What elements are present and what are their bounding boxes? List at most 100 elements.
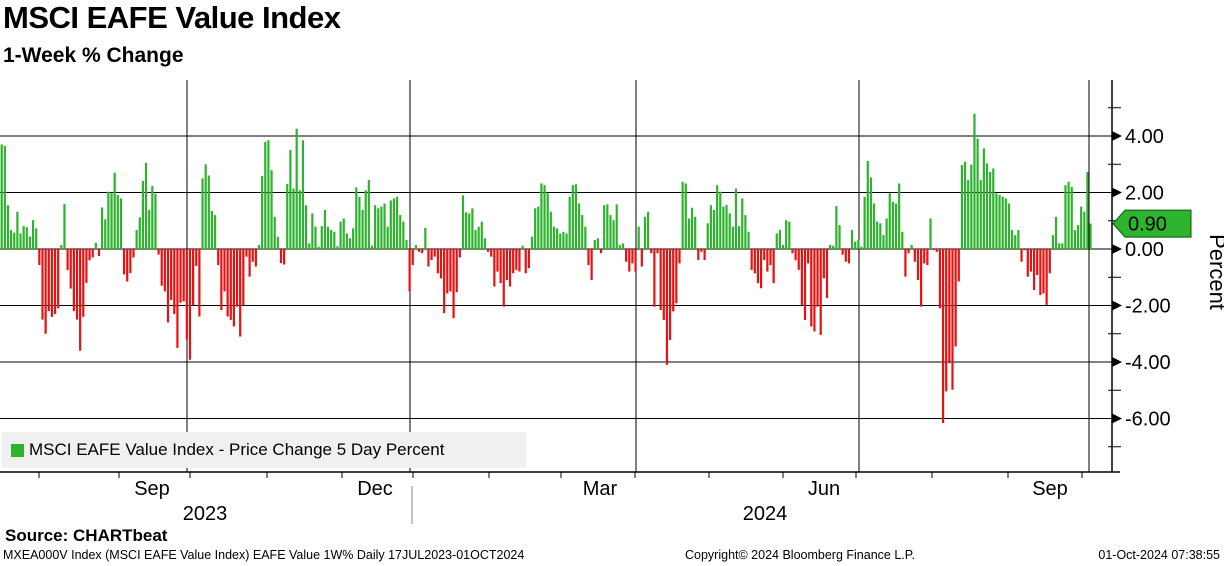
data-bar[interactable]	[455, 249, 458, 293]
data-bar[interactable]	[565, 233, 568, 249]
data-bar[interactable]	[675, 249, 678, 304]
data-bar[interactable]	[960, 165, 964, 249]
data-bar[interactable]	[151, 186, 154, 249]
data-bar[interactable]	[982, 148, 985, 249]
data-bar[interactable]	[612, 220, 615, 250]
data-bar[interactable]	[1058, 243, 1061, 249]
data-bar[interactable]	[923, 249, 926, 264]
data-bar[interactable]	[223, 249, 226, 292]
data-bar[interactable]	[97, 249, 101, 257]
data-bar[interactable]	[628, 249, 631, 272]
data-bar[interactable]	[609, 215, 612, 249]
data-bar[interactable]	[562, 231, 565, 249]
data-bar[interactable]	[681, 181, 684, 249]
data-bar[interactable]	[1070, 186, 1073, 249]
data-bar[interactable]	[574, 184, 578, 249]
data-bar[interactable]	[261, 176, 264, 250]
data-bar[interactable]	[267, 140, 270, 249]
data-bar[interactable]	[524, 249, 527, 274]
data-bar[interactable]	[581, 215, 584, 249]
data-bar[interactable]	[477, 226, 480, 249]
data-bar[interactable]	[433, 249, 436, 257]
data-bar[interactable]	[781, 245, 785, 249]
data-bar[interactable]	[308, 243, 311, 249]
data-bar[interactable]	[800, 249, 803, 305]
data-bar[interactable]	[678, 249, 681, 264]
data-bar[interactable]	[270, 170, 273, 249]
data-bar[interactable]	[559, 233, 562, 249]
data-bar[interactable]	[483, 238, 487, 249]
data-bar[interactable]	[474, 230, 477, 249]
data-bar[interactable]	[590, 249, 593, 281]
data-bar[interactable]	[794, 249, 797, 261]
data-bar[interactable]	[866, 160, 869, 249]
data-bar[interactable]	[700, 249, 703, 252]
data-bar[interactable]	[75, 249, 79, 320]
data-bar[interactable]	[69, 249, 72, 289]
data-bar[interactable]	[358, 196, 361, 249]
data-bar[interactable]	[141, 180, 145, 249]
data-bar[interactable]	[697, 249, 700, 261]
data-bar[interactable]	[101, 207, 104, 249]
data-bar[interactable]	[985, 163, 989, 249]
data-bar[interactable]	[226, 249, 229, 317]
data-bar[interactable]	[342, 218, 345, 249]
legend[interactable]: MSCI EAFE Value Index - Price Change 5 D…	[2, 432, 526, 468]
data-bar[interactable]	[286, 184, 289, 249]
data-bar[interactable]	[480, 221, 483, 249]
data-bar[interactable]	[135, 230, 138, 249]
data-bar[interactable]	[540, 183, 543, 249]
data-bar[interactable]	[653, 249, 656, 307]
data-bar[interactable]	[938, 249, 942, 309]
data-bar[interactable]	[885, 218, 888, 249]
data-bar[interactable]	[154, 193, 157, 249]
data-bar[interactable]	[920, 249, 923, 307]
data-bar[interactable]	[744, 215, 747, 249]
data-bar[interactable]	[763, 249, 766, 261]
data-bar[interactable]	[807, 249, 810, 264]
data-bar[interactable]	[838, 224, 841, 249]
data-bar[interactable]	[687, 218, 691, 249]
data-bar[interactable]	[176, 249, 179, 348]
data-bar[interactable]	[207, 175, 210, 249]
data-bar[interactable]	[144, 162, 148, 249]
data-bar[interactable]	[348, 238, 352, 249]
data-bar[interactable]	[465, 212, 468, 250]
data-bar[interactable]	[1042, 249, 1045, 294]
data-bar[interactable]	[279, 249, 283, 264]
data-bar[interactable]	[47, 249, 50, 312]
data-bar[interactable]	[621, 243, 625, 249]
data-bar[interactable]	[25, 227, 28, 249]
data-bar[interactable]	[970, 164, 973, 249]
data-bar[interactable]	[19, 233, 22, 249]
data-bar[interactable]	[60, 245, 63, 249]
data-bar[interactable]	[443, 249, 446, 314]
data-bar[interactable]	[775, 233, 778, 249]
data-bar[interactable]	[979, 180, 982, 249]
data-bar[interactable]	[1048, 249, 1051, 274]
data-bar[interactable]	[292, 188, 295, 249]
data-bar[interactable]	[941, 249, 945, 424]
data-bar[interactable]	[417, 249, 421, 252]
data-bar[interactable]	[295, 128, 298, 249]
data-bar[interactable]	[568, 196, 571, 249]
data-bar[interactable]	[847, 249, 851, 264]
data-bar[interactable]	[157, 249, 160, 255]
data-bar[interactable]	[289, 150, 292, 250]
data-bar[interactable]	[326, 226, 330, 249]
data-bar[interactable]	[932, 249, 935, 251]
data-bar[interactable]	[869, 177, 873, 249]
data-bar[interactable]	[339, 221, 342, 249]
data-bar[interactable]	[963, 161, 967, 249]
data-bar[interactable]	[1045, 249, 1048, 305]
data-bar[interactable]	[317, 246, 320, 249]
data-bar[interactable]	[1007, 203, 1011, 249]
data-bar[interactable]	[1067, 181, 1070, 249]
data-bar[interactable]	[257, 245, 261, 249]
data-bar[interactable]	[301, 140, 305, 249]
data-bar[interactable]	[185, 249, 188, 340]
data-bar[interactable]	[926, 249, 929, 266]
data-bar[interactable]	[577, 203, 581, 249]
data-bar[interactable]	[232, 249, 236, 327]
data-bar[interactable]	[201, 178, 204, 250]
